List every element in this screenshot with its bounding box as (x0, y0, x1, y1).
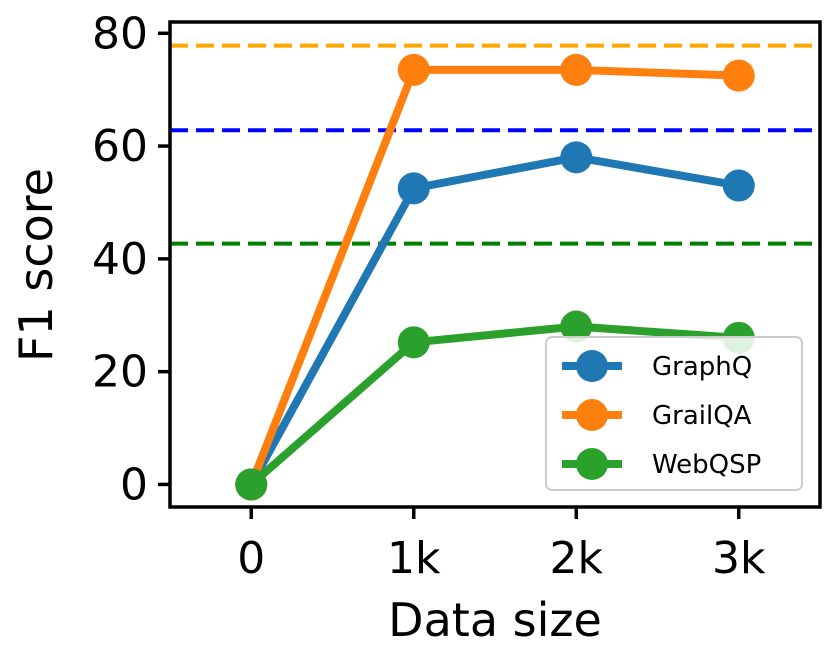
legend-label: GraphQ (652, 352, 752, 382)
y-tick-label: 80 (92, 8, 148, 59)
x-axis-label: Data size (388, 593, 602, 647)
data-point (397, 326, 430, 359)
y-tick-label: 0 (120, 459, 148, 510)
data-point (560, 53, 593, 86)
x-axis: 0 1k 2k 3k (237, 507, 766, 584)
legend-label: GrailQA (652, 401, 752, 431)
x-tick-label: 2k (550, 533, 604, 584)
legend-item-webqsp: WebQSP (562, 448, 761, 480)
data-point (560, 310, 593, 343)
legend-label: WebQSP (652, 450, 761, 480)
series-line (247, 65, 739, 486)
plot-frame (168, 20, 822, 509)
data-point (397, 172, 430, 205)
data-point (397, 53, 430, 86)
y-tick-label: 20 (92, 347, 148, 398)
series-layer (235, 53, 755, 501)
legend: GraphQ GrailQA WebQSP (545, 336, 803, 491)
data-point (560, 141, 593, 174)
y-tick-label: 40 (92, 234, 148, 285)
reference-lines (170, 43, 820, 246)
series-line (248, 322, 740, 488)
data-point (722, 169, 755, 202)
legend-item-grailqa: GrailQA (562, 399, 752, 431)
legend-marker (576, 350, 608, 382)
legend-marker (576, 399, 608, 431)
series-line (247, 153, 740, 487)
y-tick-label: 60 (92, 121, 148, 172)
legend-box (545, 336, 803, 491)
legend-marker (576, 448, 608, 480)
legend-item-graphq: GraphQ (562, 350, 752, 382)
data-point (722, 59, 755, 92)
x-tick-label: 0 (237, 533, 265, 584)
y-axis: 0 20 40 60 80 (92, 8, 170, 510)
x-tick-label: 1k (387, 533, 441, 584)
data-point (235, 468, 268, 501)
x-tick-label: 3k (712, 533, 766, 584)
y-axis-label: F1 score (9, 168, 63, 362)
